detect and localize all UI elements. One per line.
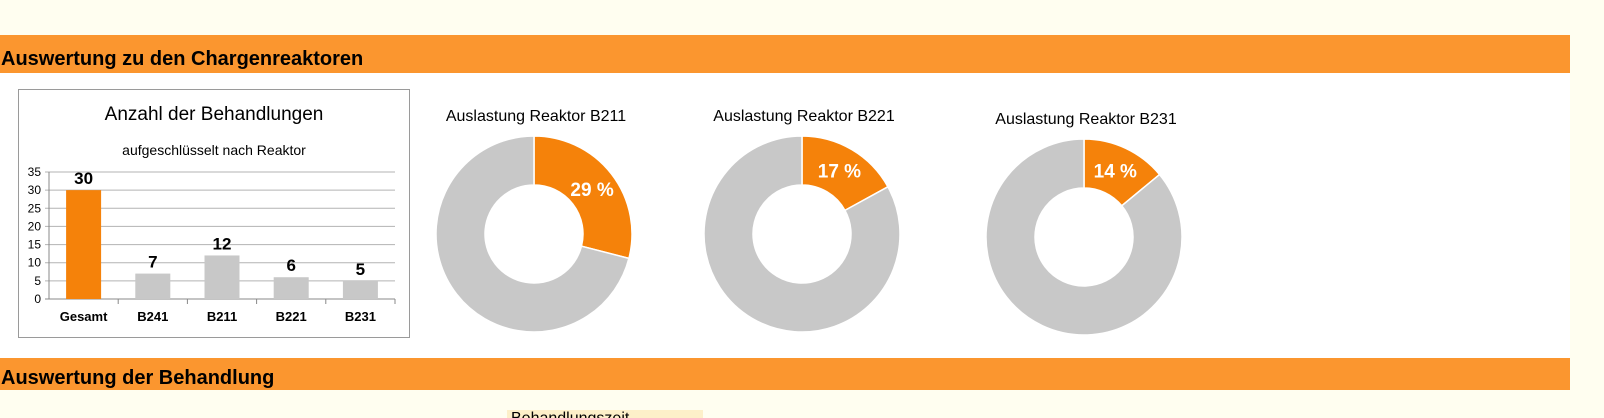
bar-grid: 0 5 10 15 20 25 30 35 xyxy=(28,165,395,306)
x-tick-label: B241 xyxy=(137,309,168,324)
bar-gesamt xyxy=(66,190,102,299)
bar-b231 xyxy=(342,280,378,299)
bar-chart-treatments[interactable]: Anzahl der Behandlungen aufgeschlüsselt … xyxy=(18,89,410,338)
partial-cell-treatment-time[interactable]: Behandlungszeit xyxy=(507,410,703,418)
donut-title-b211: Auslastung Reaktor B211 xyxy=(445,108,627,125)
donut-title-b231: Auslastung Reaktor B231 xyxy=(995,111,1177,128)
section-header-reactors: Auswertung zu den Chargenreaktoren xyxy=(0,35,1570,73)
bar-b221 xyxy=(273,277,309,299)
donut-slice-utilized xyxy=(533,135,633,260)
donut-slice-remaining xyxy=(985,138,1183,336)
bar-data-label: 30 xyxy=(74,169,93,188)
bar-chart-title: Anzahl der Behandlungen xyxy=(104,104,324,125)
bar-chart-plot: 0 5 10 15 20 25 30 35 30 Gesamt 7 B241 12 B211 6 B221 5 B… xyxy=(28,165,396,324)
x-tick-label: B211 xyxy=(207,309,237,324)
donut-chart-b231[interactable]: Auslastung Reaktor B231 14 % xyxy=(976,111,1196,356)
y-tick-label: 15 xyxy=(28,238,42,252)
bar-data-label: 5 xyxy=(356,260,365,279)
y-tick-label: 20 xyxy=(28,219,42,233)
x-tick-label: Gesamt xyxy=(60,309,108,324)
donut-plot-b221: 17 % xyxy=(703,135,901,333)
y-tick-label: 10 xyxy=(28,256,42,270)
sheet-margin xyxy=(1570,0,1604,418)
donut-plot-b231: 14 % xyxy=(985,138,1183,336)
y-tick-label: 5 xyxy=(34,274,41,288)
bar-data-label: 6 xyxy=(286,256,295,275)
donut-title-b221: Auslastung Reaktor B221 xyxy=(713,108,895,125)
bar-chart-subtitle: aufgeschlüsselt nach Reaktor xyxy=(122,142,306,158)
y-tick-label: 35 xyxy=(28,165,42,179)
donut-plot-b211: 29 % xyxy=(435,135,633,333)
donut-slice-remaining xyxy=(703,135,901,333)
section-header-treatment: Auswertung der Behandlung xyxy=(0,358,1570,390)
bar-data-label: 7 xyxy=(148,253,157,272)
y-tick-label: 30 xyxy=(28,183,42,197)
y-tick-label: 0 xyxy=(34,292,41,306)
donut-slice-label: 14 % xyxy=(1094,161,1137,182)
bar-data-label: 12 xyxy=(213,234,232,253)
x-tick-label: B231 xyxy=(345,309,376,324)
donut-chart-b221[interactable]: Auslastung Reaktor B221 17 % xyxy=(694,108,914,353)
x-tick-label: B221 xyxy=(276,309,307,324)
y-tick-label: 25 xyxy=(28,201,42,215)
bar-b211 xyxy=(204,255,240,299)
donut-slice-label: 29 % xyxy=(570,180,613,201)
donut-slice-remaining xyxy=(435,135,630,333)
donut-slice-label: 17 % xyxy=(818,162,861,183)
bar-b241 xyxy=(135,273,171,299)
donut-chart-b211[interactable]: Auslastung Reaktor B211 29 % xyxy=(426,108,646,353)
